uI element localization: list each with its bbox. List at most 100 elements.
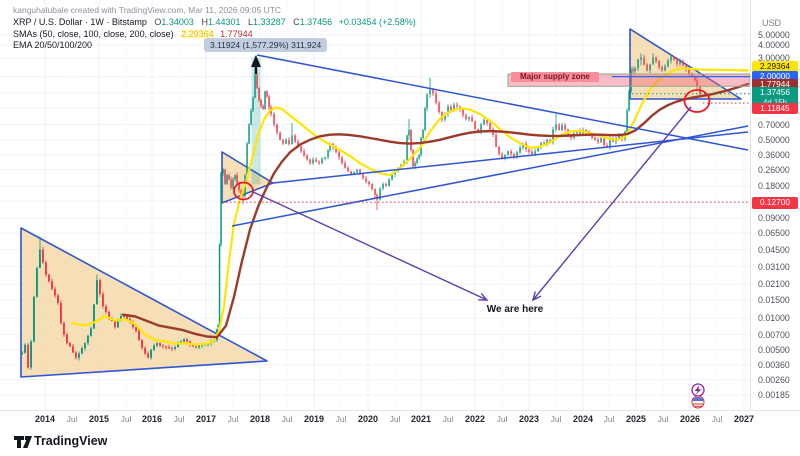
candle-body [186, 339, 188, 342]
time-tick-Jul: Jul [120, 414, 132, 424]
candle-body [165, 346, 167, 348]
sma-line-yellow [70, 67, 750, 346]
time-axis[interactable]: 2014 Jul 2015 Jul 2016 Jul 2017 Jul 2018 Jul 2019 J… [0, 410, 800, 428]
candle-body [21, 352, 23, 354]
time-tick-2014: 2014 [34, 414, 56, 424]
candle-body [294, 135, 296, 142]
candle-body [256, 74, 258, 89]
time-tick-2025: 2025 [625, 414, 647, 424]
candle-body [258, 88, 260, 100]
candle-body [75, 352, 77, 358]
price-tick: 0.01500 [758, 294, 790, 305]
low-label: L [248, 17, 254, 27]
candle-body [264, 91, 266, 110]
price-range-band[interactable] [251, 58, 261, 184]
candle-body [45, 262, 47, 275]
candle-body [156, 343, 158, 346]
sma-line-maroon [121, 82, 750, 339]
candle-body [513, 154, 515, 157]
candle-body [96, 280, 98, 305]
candle-body [147, 353, 149, 358]
candle-body [321, 158, 323, 164]
measured-move-label[interactable]: 3.11924 (1,577.29%) 311,924 [204, 38, 328, 52]
candle-body [474, 121, 476, 130]
candle-body [652, 57, 654, 65]
time-tick-Jul: Jul [496, 414, 508, 424]
candle-body [465, 115, 467, 119]
candle-body [471, 117, 473, 122]
candle-body [224, 169, 226, 184]
candle-body [649, 64, 651, 71]
candle-body [153, 345, 155, 350]
high-value: 1.44301 [207, 17, 241, 27]
candle-body [327, 150, 329, 158]
candle-body [177, 343, 179, 348]
candle-body [36, 268, 38, 297]
candle-body [39, 249, 41, 269]
candle-body [579, 130, 581, 134]
candle-body [69, 343, 71, 347]
price-tick: 0.50000 [758, 134, 790, 145]
candle-body [102, 294, 104, 307]
price-axis[interactable]: USD 5.00000 4.00000 3.00000 0.70000 0.50000 0… [750, 0, 800, 410]
apex-breakdown-circle[interactable] [683, 89, 711, 113]
ema-indicator-row[interactable]: EMA 20/50/100/200 [13, 40, 416, 52]
candle-body [549, 139, 551, 143]
candle-body [291, 135, 293, 145]
candle-body [489, 123, 491, 130]
big-pennant-upper[interactable] [256, 54, 749, 151]
countdown-timer: 4d 15h [752, 98, 798, 108]
we-are-here-text[interactable]: We are here [486, 304, 544, 315]
symbol-row[interactable]: XRP / U.S. Dollar · 1W · Bitstamp O1.340… [13, 17, 416, 29]
candle-body [694, 76, 696, 81]
supply-zone-label[interactable]: Major supply zone [511, 72, 599, 82]
we-are-here-arrow-right[interactable] [532, 106, 692, 301]
candle-body [48, 274, 50, 282]
candle-body [350, 171, 352, 175]
price-tag-1.11845: 1.11845 [752, 102, 798, 114]
candle-body [218, 244, 221, 326]
candle-body [338, 152, 340, 158]
candle-body [374, 189, 376, 195]
candle-body [66, 334, 68, 344]
candle-body [424, 108, 426, 130]
candle-body [483, 120, 485, 125]
we-are-here-arrow-left[interactable] [250, 190, 488, 301]
candle-body [236, 175, 238, 184]
candle-body [42, 249, 44, 263]
candle-body [543, 142, 545, 144]
candle-body [462, 109, 464, 116]
candle-body [507, 151, 509, 155]
time-tick-2023: 2023 [518, 414, 540, 424]
candle-body [132, 322, 134, 328]
candle-body [609, 138, 611, 148]
2017-breakout-circle[interactable] [233, 181, 254, 201]
arrow-head-icon [478, 292, 489, 301]
price-tick: 0.06500 [758, 227, 790, 238]
sma-indicator-row[interactable]: SMAs (50, close, 100, close, 200, close)… [13, 28, 416, 41]
candle-body [555, 124, 557, 130]
candle-body [353, 172, 355, 175]
candle-body [646, 64, 648, 71]
tradingview-logo-icon[interactable] [13, 434, 33, 450]
candle-body [250, 110, 252, 125]
candle-body [643, 57, 645, 65]
time-tick-Jul: Jul [173, 414, 185, 424]
long-ascending-trendline[interactable] [272, 131, 749, 184]
candle-body [306, 155, 308, 160]
candle-body [273, 114, 275, 125]
tradingview-logo-text[interactable]: TradingView [34, 434, 108, 448]
early-era-descending-triangle[interactable] [20, 227, 268, 378]
candle-body [171, 348, 173, 349]
price-tick: 0.00700 [758, 329, 790, 340]
candle-body [90, 328, 92, 336]
candle-body [412, 150, 414, 167]
price-tick: 0.03100 [758, 261, 790, 272]
candle-body [324, 157, 326, 159]
candle-body [174, 347, 176, 349]
candle-body [637, 59, 639, 69]
price-tick: 0.04500 [758, 244, 790, 255]
sma-value-red: 1.77944 [220, 28, 253, 39]
